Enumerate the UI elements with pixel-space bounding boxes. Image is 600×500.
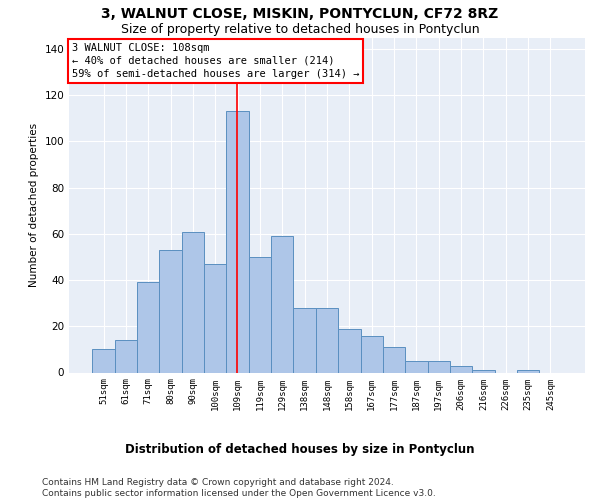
Bar <box>361 336 383 372</box>
Bar <box>383 347 405 372</box>
Bar <box>293 308 316 372</box>
Y-axis label: Number of detached properties: Number of detached properties <box>29 123 39 287</box>
Text: Size of property relative to detached houses in Pontyclun: Size of property relative to detached ho… <box>121 22 479 36</box>
Bar <box>249 257 271 372</box>
Bar <box>92 350 115 372</box>
Bar <box>316 308 338 372</box>
Bar <box>405 361 428 372</box>
Text: 3, WALNUT CLOSE, MISKIN, PONTYCLUN, CF72 8RZ: 3, WALNUT CLOSE, MISKIN, PONTYCLUN, CF72… <box>101 8 499 22</box>
Bar <box>428 361 450 372</box>
Bar <box>472 370 494 372</box>
Text: Distribution of detached houses by size in Pontyclun: Distribution of detached houses by size … <box>125 442 475 456</box>
Text: Contains HM Land Registry data © Crown copyright and database right 2024.
Contai: Contains HM Land Registry data © Crown c… <box>42 478 436 498</box>
Bar <box>517 370 539 372</box>
Bar <box>137 282 160 372</box>
Bar <box>160 250 182 372</box>
Bar <box>450 366 472 372</box>
Text: 3 WALNUT CLOSE: 108sqm
← 40% of detached houses are smaller (214)
59% of semi-de: 3 WALNUT CLOSE: 108sqm ← 40% of detached… <box>71 42 359 79</box>
Bar <box>338 328 361 372</box>
Bar <box>204 264 226 372</box>
Bar <box>182 232 204 372</box>
Bar <box>115 340 137 372</box>
Bar <box>226 112 249 372</box>
Bar <box>271 236 293 372</box>
